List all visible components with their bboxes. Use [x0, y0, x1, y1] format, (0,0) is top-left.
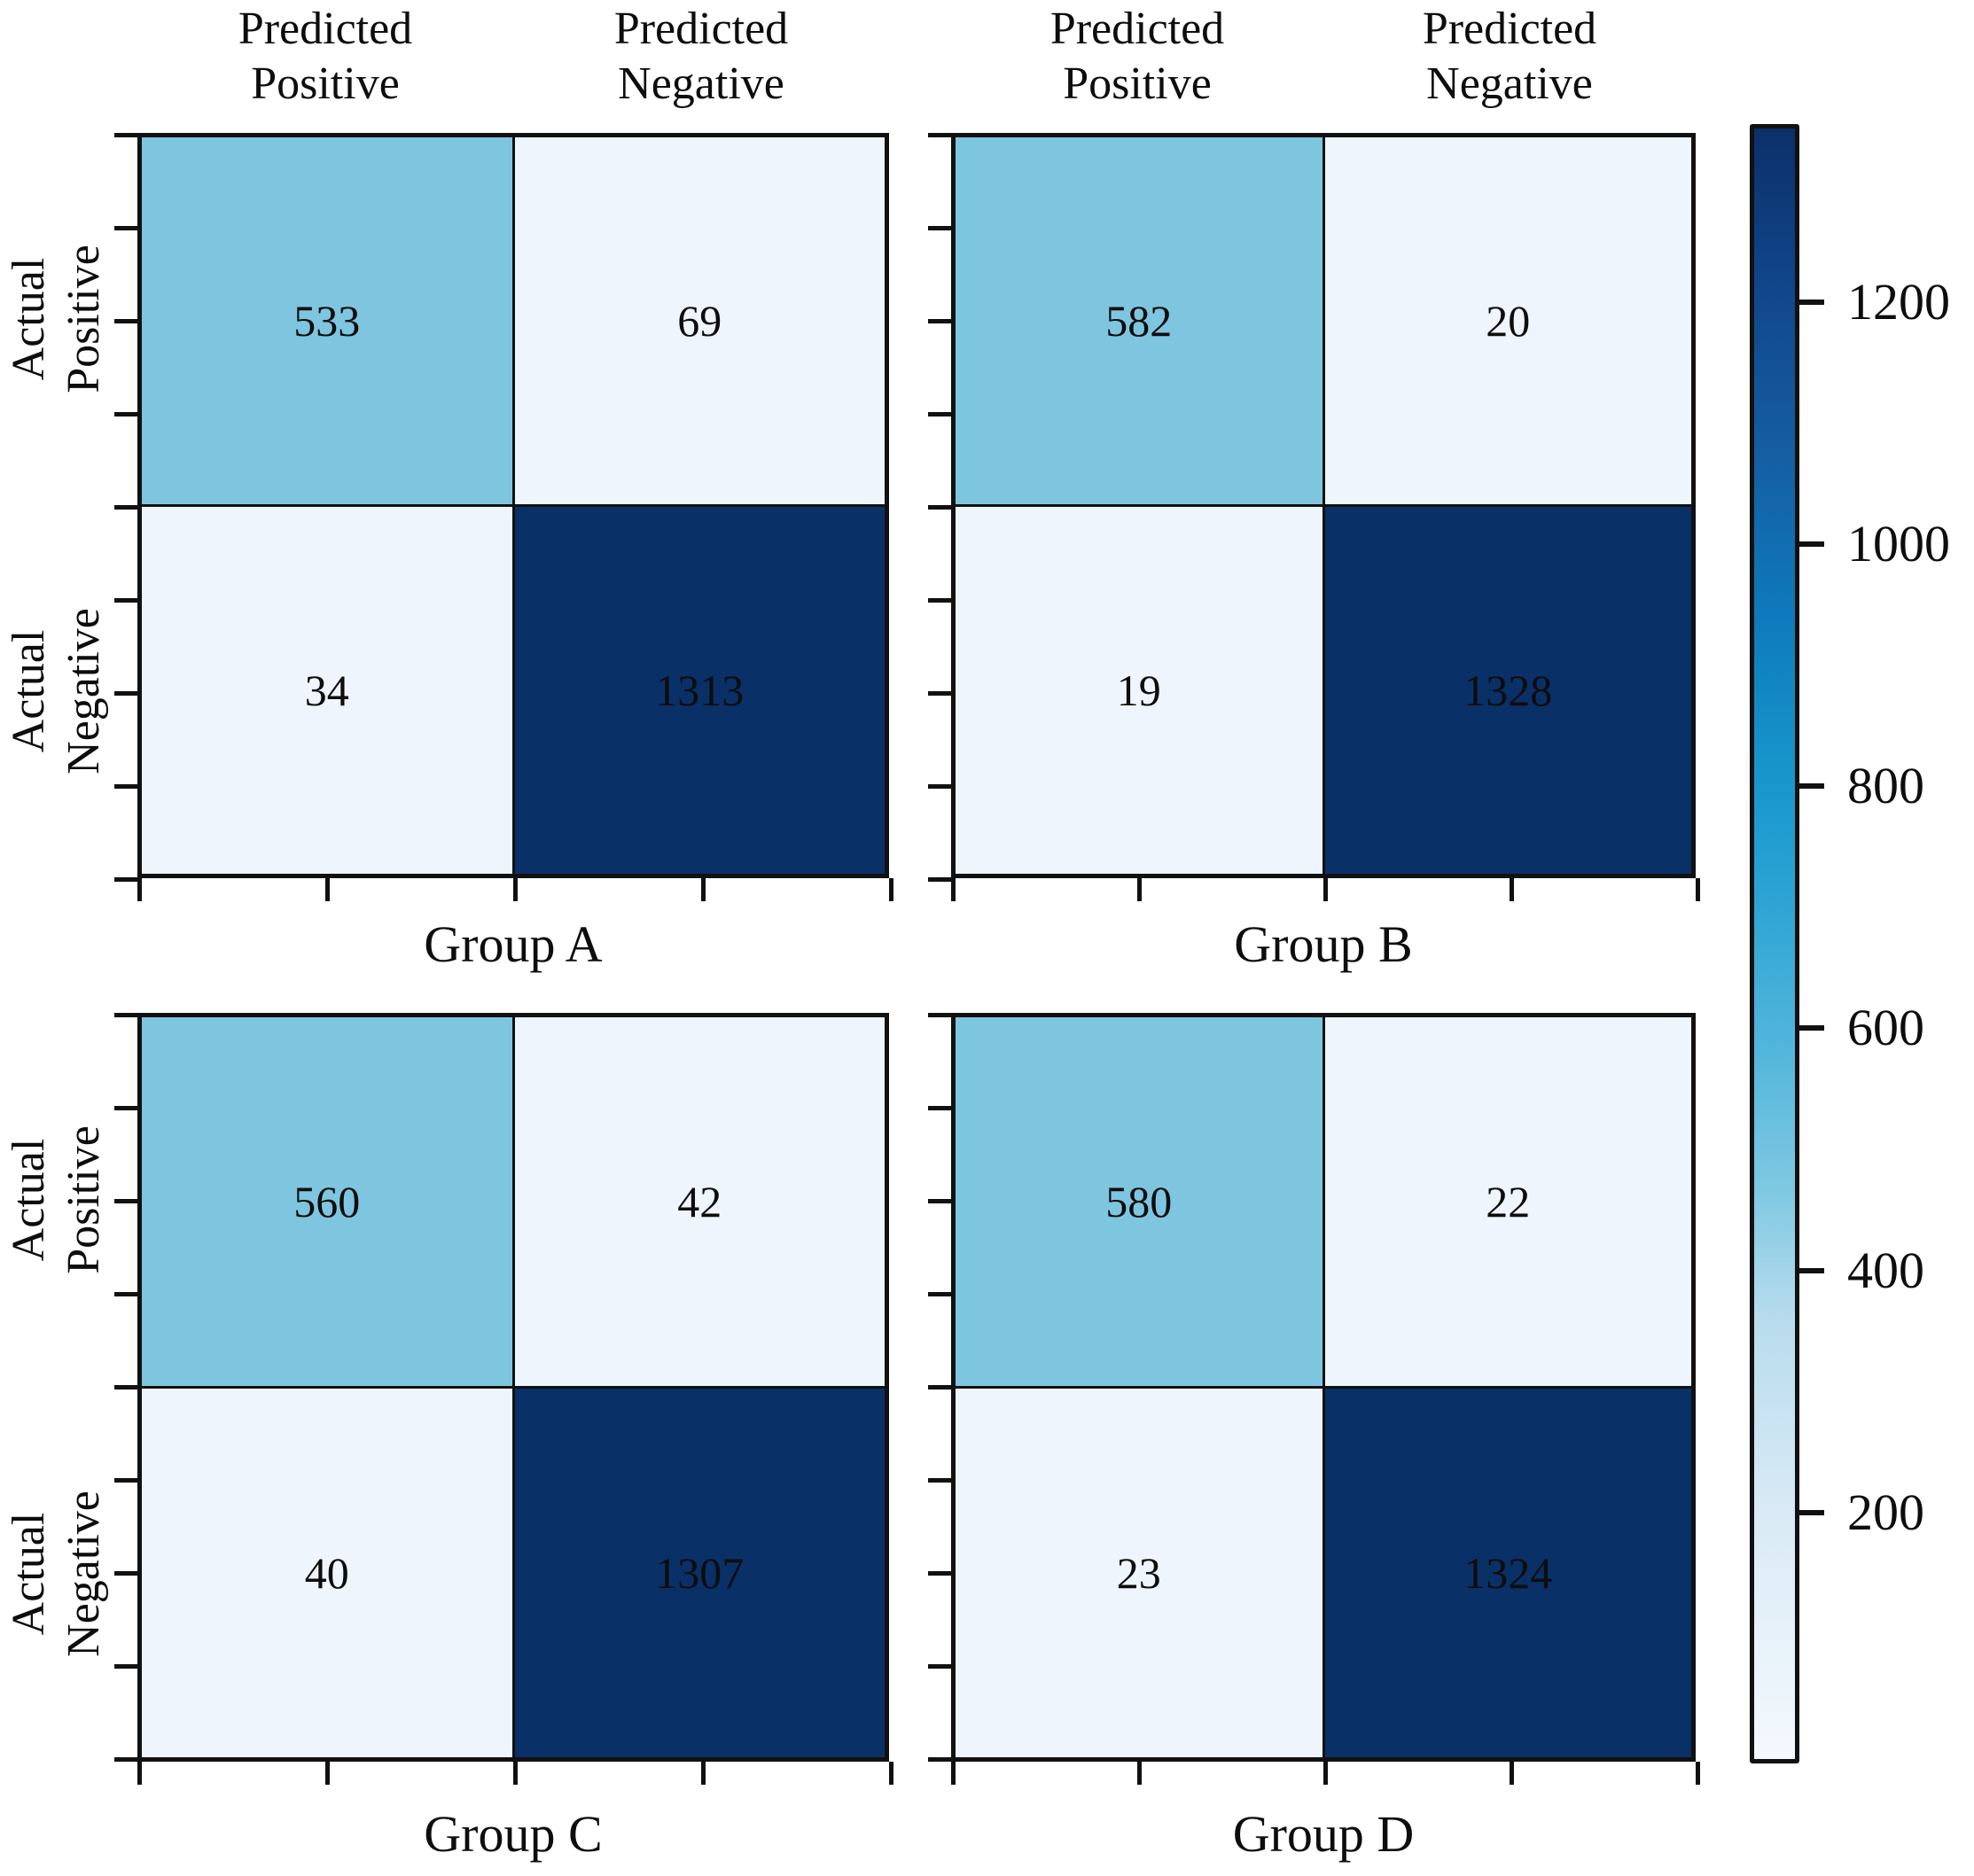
header-line: Negative	[618, 58, 784, 110]
cell-value: 582	[1105, 296, 1173, 346]
cell-d-true-negative: 1324	[1324, 1389, 1691, 1757]
y-axis-ticks-group-c	[114, 1013, 137, 1766]
colorbar-tick-600	[1799, 1025, 1824, 1031]
group-c-label: Group C	[424, 1805, 603, 1863]
y-axis-ticks-group-a	[114, 133, 137, 883]
colorbar-label-400: 400	[1847, 1242, 1924, 1299]
group-d-label: Group D	[1232, 1805, 1415, 1863]
colorbar-tick-1200	[1799, 300, 1824, 305]
row-label-bottom-actual-negative: Actual Negative	[2, 1370, 126, 1778]
cell-value: 533	[293, 296, 361, 346]
header-line: Positive	[1063, 58, 1212, 110]
cell-value: 1328	[1463, 666, 1553, 715]
cell-value: 1307	[655, 1548, 745, 1598]
cell-b-false-positive: 19	[956, 507, 1323, 874]
row-label-line: Positive	[59, 1125, 110, 1274]
cell-value: 19	[1116, 666, 1161, 715]
row-label-line: Negative	[59, 608, 110, 775]
cell-a-true-positive: 533	[142, 137, 512, 504]
cell-value: 34	[304, 666, 349, 715]
cell-d-false-positive: 23	[956, 1389, 1323, 1757]
colorbar-tick-800	[1799, 783, 1824, 789]
colorbar-label-600: 600	[1847, 999, 1924, 1056]
cell-value: 40	[304, 1548, 349, 1598]
cell-b-true-positive: 582	[956, 137, 1323, 504]
cell-value: 1313	[655, 666, 745, 715]
colorbar-label-1000: 1000	[1847, 515, 1950, 572]
confusion-matrix-group-a: 533 69 34 1313	[137, 133, 889, 878]
cell-value: 42	[677, 1177, 722, 1226]
cell-value: 580	[1105, 1177, 1173, 1226]
cell-a-false-positive: 34	[142, 507, 512, 874]
header-line: Predicted	[238, 4, 413, 54]
colorbar-tick-1000	[1799, 541, 1824, 547]
cell-a-true-negative: 1313	[514, 507, 885, 874]
colorbar	[1750, 124, 1799, 1763]
colorbar-label-200: 200	[1847, 1483, 1924, 1541]
row-label-line: Negative	[59, 1491, 110, 1657]
row-label-bottom-actual-positive: Actual Positive	[2, 996, 126, 1404]
col-header-b-predicted-positive: Predicted Positive	[951, 2, 1323, 113]
header-line: Positive	[251, 58, 400, 110]
confusion-matrix-group-b: 582 20 19 1328	[951, 133, 1696, 878]
cell-b-true-negative: 1328	[1324, 507, 1691, 874]
header-line: Predicted	[613, 4, 789, 54]
col-header-a-predicted-negative: Predicted Negative	[515, 2, 887, 113]
cell-d-false-negative: 22	[1324, 1017, 1691, 1386]
cell-a-false-negative: 69	[514, 137, 885, 504]
col-header-a-predicted-positive: Predicted Positive	[139, 2, 511, 113]
colorbar-label-800: 800	[1847, 757, 1924, 814]
header-line: Predicted	[1422, 4, 1597, 54]
x-axis-ticks-group-b	[951, 878, 1700, 901]
row-label-top-actual-positive: Actual Positive	[2, 115, 126, 523]
cell-value: 20	[1486, 296, 1531, 346]
y-axis-ticks-group-d	[928, 1013, 951, 1766]
cell-value: 22	[1486, 1177, 1531, 1226]
group-a-label: Group A	[424, 915, 603, 973]
row-label-line: Actual	[4, 1512, 54, 1636]
confusion-matrix-group-c: 560 42 40 1307	[137, 1013, 889, 1762]
group-b-label: Group B	[1234, 915, 1413, 973]
cell-value: 23	[1116, 1548, 1161, 1598]
cell-d-true-positive: 580	[956, 1017, 1323, 1386]
x-axis-ticks-group-c	[137, 1762, 893, 1785]
confusion-matrix-group-d: 580 22 23 1324	[951, 1013, 1696, 1762]
row-label-line: Actual	[4, 1138, 54, 1262]
header-line: Negative	[1426, 58, 1593, 110]
cell-c-false-positive: 40	[142, 1389, 512, 1757]
row-label-top-actual-negative: Actual Negative	[2, 487, 126, 895]
cell-value: 560	[293, 1177, 361, 1226]
cell-c-true-negative: 1307	[514, 1389, 885, 1757]
cell-c-true-positive: 560	[142, 1017, 512, 1386]
x-axis-ticks-group-d	[951, 1762, 1700, 1785]
colorbar-tick-400	[1799, 1268, 1824, 1273]
cell-value: 1324	[1463, 1548, 1553, 1598]
header-line: Predicted	[1049, 4, 1225, 54]
row-label-line: Positive	[59, 245, 110, 393]
row-label-line: Actual	[4, 629, 54, 753]
row-label-line: Actual	[4, 257, 54, 381]
colorbar-label-1200: 1200	[1847, 273, 1950, 331]
x-axis-ticks-group-a	[137, 878, 893, 901]
cell-b-false-negative: 20	[1324, 137, 1691, 504]
y-axis-ticks-group-b	[928, 133, 951, 883]
cell-c-false-negative: 42	[514, 1017, 885, 1386]
cell-value: 69	[677, 296, 722, 346]
colorbar-tick-200	[1799, 1510, 1824, 1515]
col-header-b-predicted-negative: Predicted Negative	[1323, 2, 1696, 113]
